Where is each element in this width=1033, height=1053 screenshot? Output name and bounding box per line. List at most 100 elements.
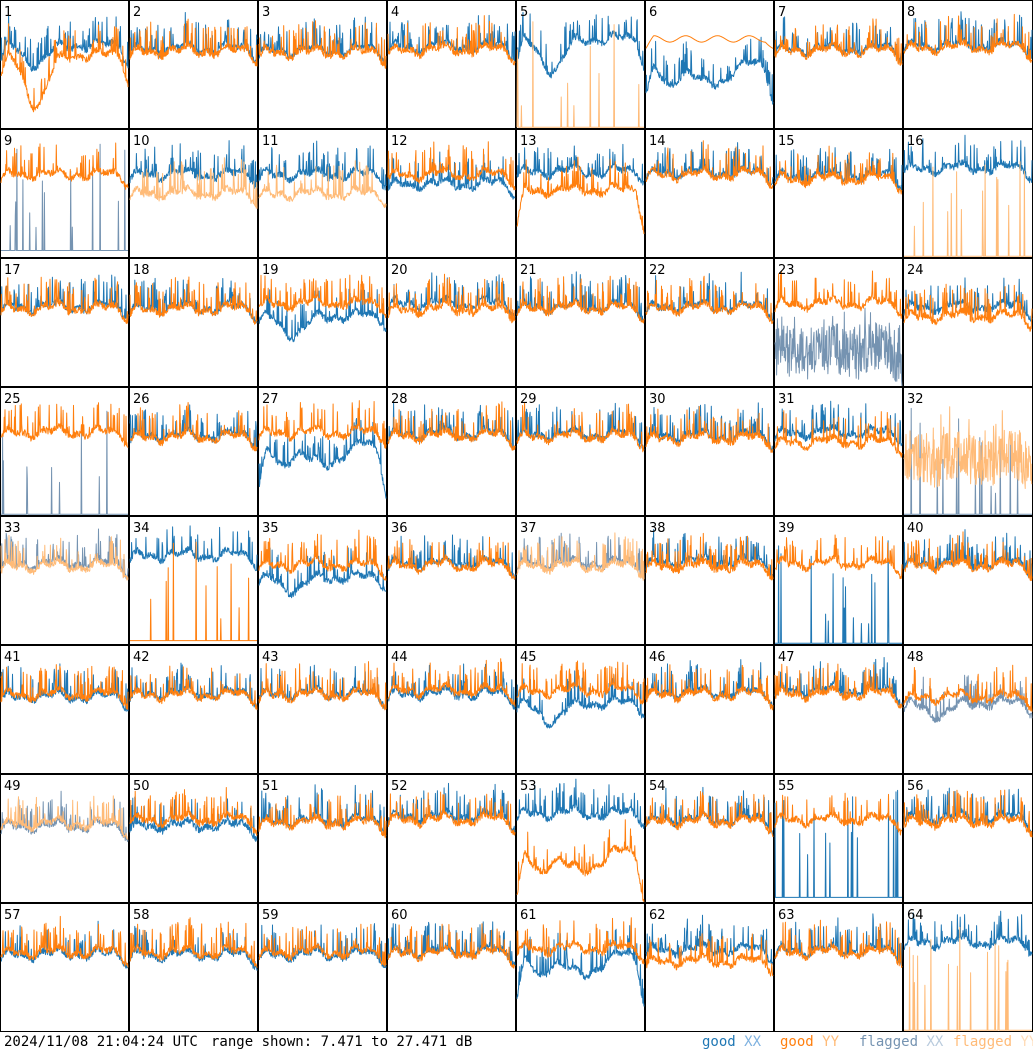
series-yy-line	[129, 402, 258, 452]
panel-number: 48	[907, 650, 924, 665]
panel-number: 32	[907, 392, 924, 407]
antenna-panel-15: 15	[774, 129, 903, 258]
series-yy-line	[516, 402, 645, 453]
antenna-panel-31: 31	[774, 387, 903, 516]
antenna-panel-53: 53	[516, 774, 645, 903]
panel-frame	[129, 774, 258, 903]
antenna-panel-2: 2	[129, 0, 258, 129]
panel-number: 8	[907, 5, 915, 20]
antenna-panel-40: 40	[903, 516, 1033, 645]
legend-good-xx-prefix: good	[702, 1034, 736, 1050]
antenna-panel-62: 62	[645, 903, 774, 1032]
panel-number: 45	[520, 650, 537, 665]
panel-number: 9	[4, 134, 12, 149]
panel-number: 41	[4, 650, 21, 665]
series-yy-line	[387, 658, 516, 707]
panel-number: 30	[649, 392, 666, 407]
panel-number: 38	[649, 521, 666, 536]
panel-number: 4	[391, 5, 399, 20]
panel-frame	[0, 129, 129, 258]
panel-number: 2	[133, 5, 141, 20]
series-yy-line	[903, 13, 1033, 63]
series-yy-line	[774, 662, 903, 709]
panel-number: 5	[520, 5, 528, 20]
panel-frame	[903, 774, 1033, 903]
panel-number: 21	[520, 263, 537, 278]
series-yy-line	[387, 536, 516, 580]
series-yy-line	[129, 157, 258, 209]
series-yy-line	[516, 660, 645, 705]
panel-frame	[258, 903, 387, 1032]
panel-number: 54	[649, 779, 666, 794]
panel-frame	[258, 0, 387, 129]
antenna-panel-46: 46	[645, 645, 774, 774]
antenna-panel-14: 14	[645, 129, 774, 258]
legend-flagged-xx-pol: XX	[926, 1034, 944, 1050]
panel-frame	[387, 258, 516, 387]
series-yy-line	[387, 273, 516, 324]
antenna-panel-33: 33	[0, 516, 129, 645]
panel-number: 20	[391, 263, 408, 278]
panel-number: 35	[262, 521, 279, 536]
series-xx-line	[516, 11, 645, 79]
antenna-panel-35: 35	[258, 516, 387, 645]
panel-frame	[645, 129, 774, 258]
series-xx-line	[516, 778, 645, 829]
antenna-panel-21: 21	[516, 258, 645, 387]
series-xx-line	[903, 407, 1033, 515]
series-yy-line	[258, 400, 387, 449]
legend-flagged-xx-prefix: flagged	[859, 1034, 919, 1050]
series-yy-line	[774, 410, 903, 458]
panel-frame	[0, 516, 129, 645]
panel-number: 33	[4, 521, 21, 536]
antenna-panel-8: 8	[903, 0, 1033, 129]
series-yy-line	[0, 535, 129, 581]
panel-frame	[903, 0, 1033, 129]
series-yy-line	[516, 532, 645, 581]
panel-number: 10	[133, 134, 150, 149]
antenna-panel-47: 47	[774, 645, 903, 774]
timestamp-label: 2024/11/08 21:04:24 UTC	[4, 1034, 198, 1050]
series-yy-line	[258, 274, 387, 319]
series-xx-line	[129, 140, 258, 189]
series-yy-line	[387, 141, 516, 191]
antenna-panel-9: 9	[0, 129, 129, 258]
series-yy-line	[903, 926, 1033, 1031]
panel-frame	[129, 903, 258, 1032]
series-yy-line	[645, 275, 774, 324]
series-yy-line	[258, 792, 387, 839]
panel-number: 50	[133, 779, 150, 794]
antenna-panel-59: 59	[258, 903, 387, 1032]
series-yy-line	[129, 541, 258, 642]
panel-number: 47	[778, 650, 795, 665]
series-yy-line	[0, 402, 129, 448]
panel-frame	[129, 645, 258, 774]
panel-frame	[387, 645, 516, 774]
legend-good-xx: good XX	[702, 1034, 761, 1050]
antenna-panel-37: 37	[516, 516, 645, 645]
antenna-panel-58: 58	[129, 903, 258, 1032]
panel-frame	[387, 903, 516, 1032]
panel-frame	[258, 387, 387, 516]
panel-frame	[0, 774, 129, 903]
antenna-panel-28: 28	[387, 387, 516, 516]
antenna-panel-24: 24	[903, 258, 1033, 387]
antenna-panel-1: 1	[0, 0, 129, 129]
series-yy-line	[903, 531, 1033, 582]
panel-frame	[645, 645, 774, 774]
series-xx-line	[774, 540, 903, 644]
antenna-panel-51: 51	[258, 774, 387, 903]
series-xx-line	[903, 134, 1033, 184]
panel-number: 22	[649, 263, 666, 278]
panel-frame	[516, 0, 645, 129]
panel-number: 13	[520, 134, 537, 149]
panel-number: 64	[907, 908, 924, 923]
panel-frame	[516, 387, 645, 516]
panel-number: 61	[520, 908, 537, 923]
antenna-panel-11: 11	[258, 129, 387, 258]
antenna-panel-19: 19	[258, 258, 387, 387]
antenna-panel-18: 18	[129, 258, 258, 387]
series-xx-line	[258, 784, 387, 837]
panel-frame	[0, 645, 129, 774]
panel-number: 6	[649, 5, 657, 20]
